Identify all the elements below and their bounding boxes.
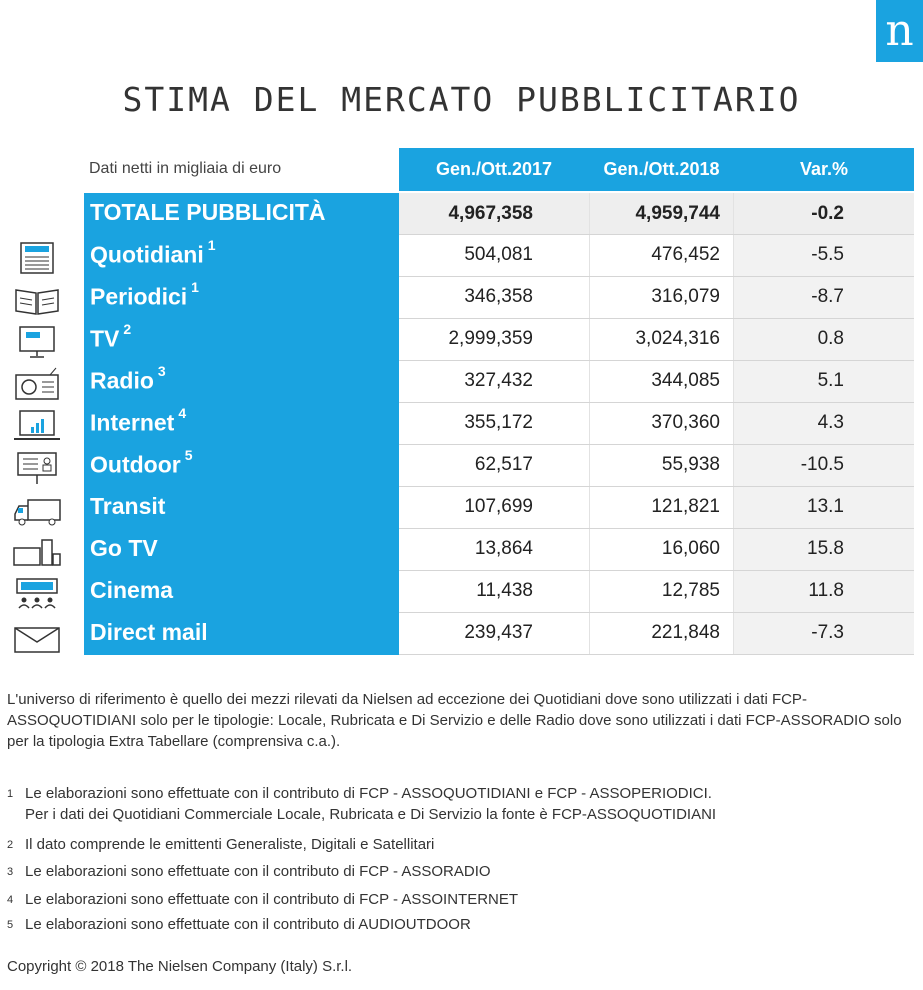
row-label-text: TV bbox=[90, 325, 120, 352]
cell-var: 15.8 bbox=[807, 538, 844, 559]
cell-var: 13.1 bbox=[807, 496, 844, 517]
footnote-4: 4 Le elaborazioni sono effettuate con il … bbox=[7, 891, 519, 908]
total-2018: 4,959,744 bbox=[635, 203, 720, 224]
row-label: Radio 3 bbox=[90, 363, 166, 395]
row-label: Cinema bbox=[90, 577, 173, 604]
footnote-5: 5 Le elaborazioni sono effettuate con il … bbox=[7, 916, 471, 933]
envelope-icon bbox=[14, 627, 60, 653]
row-divider bbox=[399, 402, 914, 403]
total-row-background bbox=[399, 193, 914, 234]
cell-var: -8.7 bbox=[811, 286, 844, 307]
row-divider bbox=[399, 444, 914, 445]
cell-v2018: 16,060 bbox=[661, 538, 720, 559]
cell-v2017: 355,172 bbox=[464, 412, 533, 433]
total-label: TOTALE PUBBLICITÀ bbox=[90, 199, 326, 225]
row-divider bbox=[399, 654, 914, 655]
cell-var: 4.3 bbox=[817, 412, 844, 433]
cell-v2017: 62,517 bbox=[474, 454, 533, 475]
footnote-ref: 2 bbox=[123, 321, 132, 337]
magazine-icon bbox=[15, 289, 59, 315]
column-divider bbox=[589, 193, 590, 655]
cell-v2018: 55,938 bbox=[661, 454, 720, 475]
row-label-text: Internet bbox=[90, 409, 175, 436]
row-label-text: Periodici bbox=[90, 283, 188, 310]
row-divider bbox=[399, 528, 914, 529]
cell-v2017: 11,438 bbox=[476, 580, 533, 601]
cell-v2018: 121,821 bbox=[651, 496, 720, 517]
row-label-text: Quotidiani bbox=[90, 241, 204, 268]
row-divider bbox=[399, 318, 914, 319]
cell-v2017: 13,864 bbox=[474, 538, 533, 559]
cell-v2018: 476,452 bbox=[651, 244, 720, 265]
row-label: Outdoor 5 bbox=[90, 447, 193, 479]
row-divider bbox=[399, 360, 914, 361]
radio-icon bbox=[15, 367, 59, 400]
total-var: -0.2 bbox=[811, 203, 844, 224]
footnote-ref: 1 bbox=[207, 237, 216, 253]
header-2018: Gen./Ott.2018 bbox=[589, 148, 734, 191]
row-label-text: Radio bbox=[90, 367, 154, 394]
methodology-paragraph: L'universo di riferimento è quello dei m… bbox=[7, 691, 902, 750]
copyright: Copyright © 2018 The Nielsen Company (It… bbox=[7, 958, 353, 975]
row-label-text: Outdoor bbox=[90, 451, 181, 478]
cell-v2018: 221,848 bbox=[651, 622, 720, 643]
cell-v2018: 3,024,316 bbox=[635, 328, 720, 349]
category-column bbox=[84, 193, 399, 655]
units-label: Dati netti in migliaia di euro bbox=[89, 160, 282, 177]
screens-icon bbox=[13, 539, 61, 566]
footnote-ref: 3 bbox=[157, 363, 166, 379]
row-label: Direct mail bbox=[90, 619, 208, 646]
cell-v2018: 316,079 bbox=[651, 286, 720, 307]
cell-v2017: 327,432 bbox=[464, 370, 533, 391]
row-divider bbox=[399, 612, 914, 613]
billboard-icon bbox=[17, 452, 57, 484]
total-2017: 4,967,358 bbox=[448, 203, 533, 224]
row-label: Quotidiani 1 bbox=[90, 237, 216, 269]
row-divider bbox=[399, 486, 914, 487]
cell-v2017: 2,999,359 bbox=[448, 328, 533, 349]
tv-icon bbox=[19, 326, 55, 358]
cell-var: -10.5 bbox=[800, 454, 844, 475]
row-label-text: Direct mail bbox=[90, 619, 208, 645]
cell-var: 0.8 bbox=[817, 328, 844, 349]
header-2017: Gen./Ott.2017 bbox=[399, 148, 589, 191]
cell-v2017: 504,081 bbox=[464, 244, 533, 265]
footnote-1-continued: Per i dati dei Quotidiani Commerciale Lo… bbox=[25, 806, 717, 823]
newspaper-icon bbox=[20, 242, 54, 274]
row-label-text: Go TV bbox=[90, 535, 158, 561]
footnote-ref: 5 bbox=[184, 447, 193, 463]
laptop-chart-icon bbox=[14, 410, 60, 440]
page-title: STIMA DEL MERCATO PUBBLICITARIO bbox=[122, 80, 801, 119]
cell-var: 11.8 bbox=[808, 580, 844, 601]
row-divider bbox=[399, 276, 914, 277]
footnote-ref: 4 bbox=[178, 405, 187, 421]
cell-var: -5.5 bbox=[811, 244, 844, 265]
row-label-text: Cinema bbox=[90, 577, 174, 603]
column-divider bbox=[733, 193, 734, 655]
row-divider bbox=[399, 234, 914, 235]
row-label: Transit bbox=[90, 493, 165, 520]
row-divider bbox=[399, 570, 914, 571]
cell-var: 5.1 bbox=[817, 370, 844, 391]
cell-v2018: 12,785 bbox=[661, 580, 720, 601]
cell-v2018: 370,360 bbox=[651, 412, 720, 433]
row-label: Internet 4 bbox=[90, 405, 186, 437]
footnote-ref: 1 bbox=[191, 279, 199, 295]
cell-v2017: 346,358 bbox=[464, 286, 533, 307]
nielsen-logo: n bbox=[876, 0, 923, 62]
footnote-3: 3 Le elaborazioni sono effettuate con il … bbox=[7, 863, 491, 880]
footnote-1: 1 Le elaborazioni sono effettuate con il … bbox=[7, 785, 712, 802]
cell-v2017: 239,437 bbox=[464, 622, 533, 643]
cell-var: -7.3 bbox=[811, 622, 844, 643]
footnote-2: 2 Il dato comprende le emittenti Generali… bbox=[7, 836, 435, 853]
cell-v2018: 344,085 bbox=[651, 370, 720, 391]
header-var: Var.% bbox=[734, 148, 914, 191]
truck-icon bbox=[14, 499, 61, 526]
row-label: Periodici 1 bbox=[90, 279, 199, 311]
row-label-text: Transit bbox=[90, 493, 166, 519]
cinema-audience-icon bbox=[16, 578, 58, 609]
row-label: TV 2 bbox=[90, 321, 131, 353]
cell-v2017: 107,699 bbox=[464, 496, 533, 517]
row-label: Go TV bbox=[90, 535, 158, 562]
